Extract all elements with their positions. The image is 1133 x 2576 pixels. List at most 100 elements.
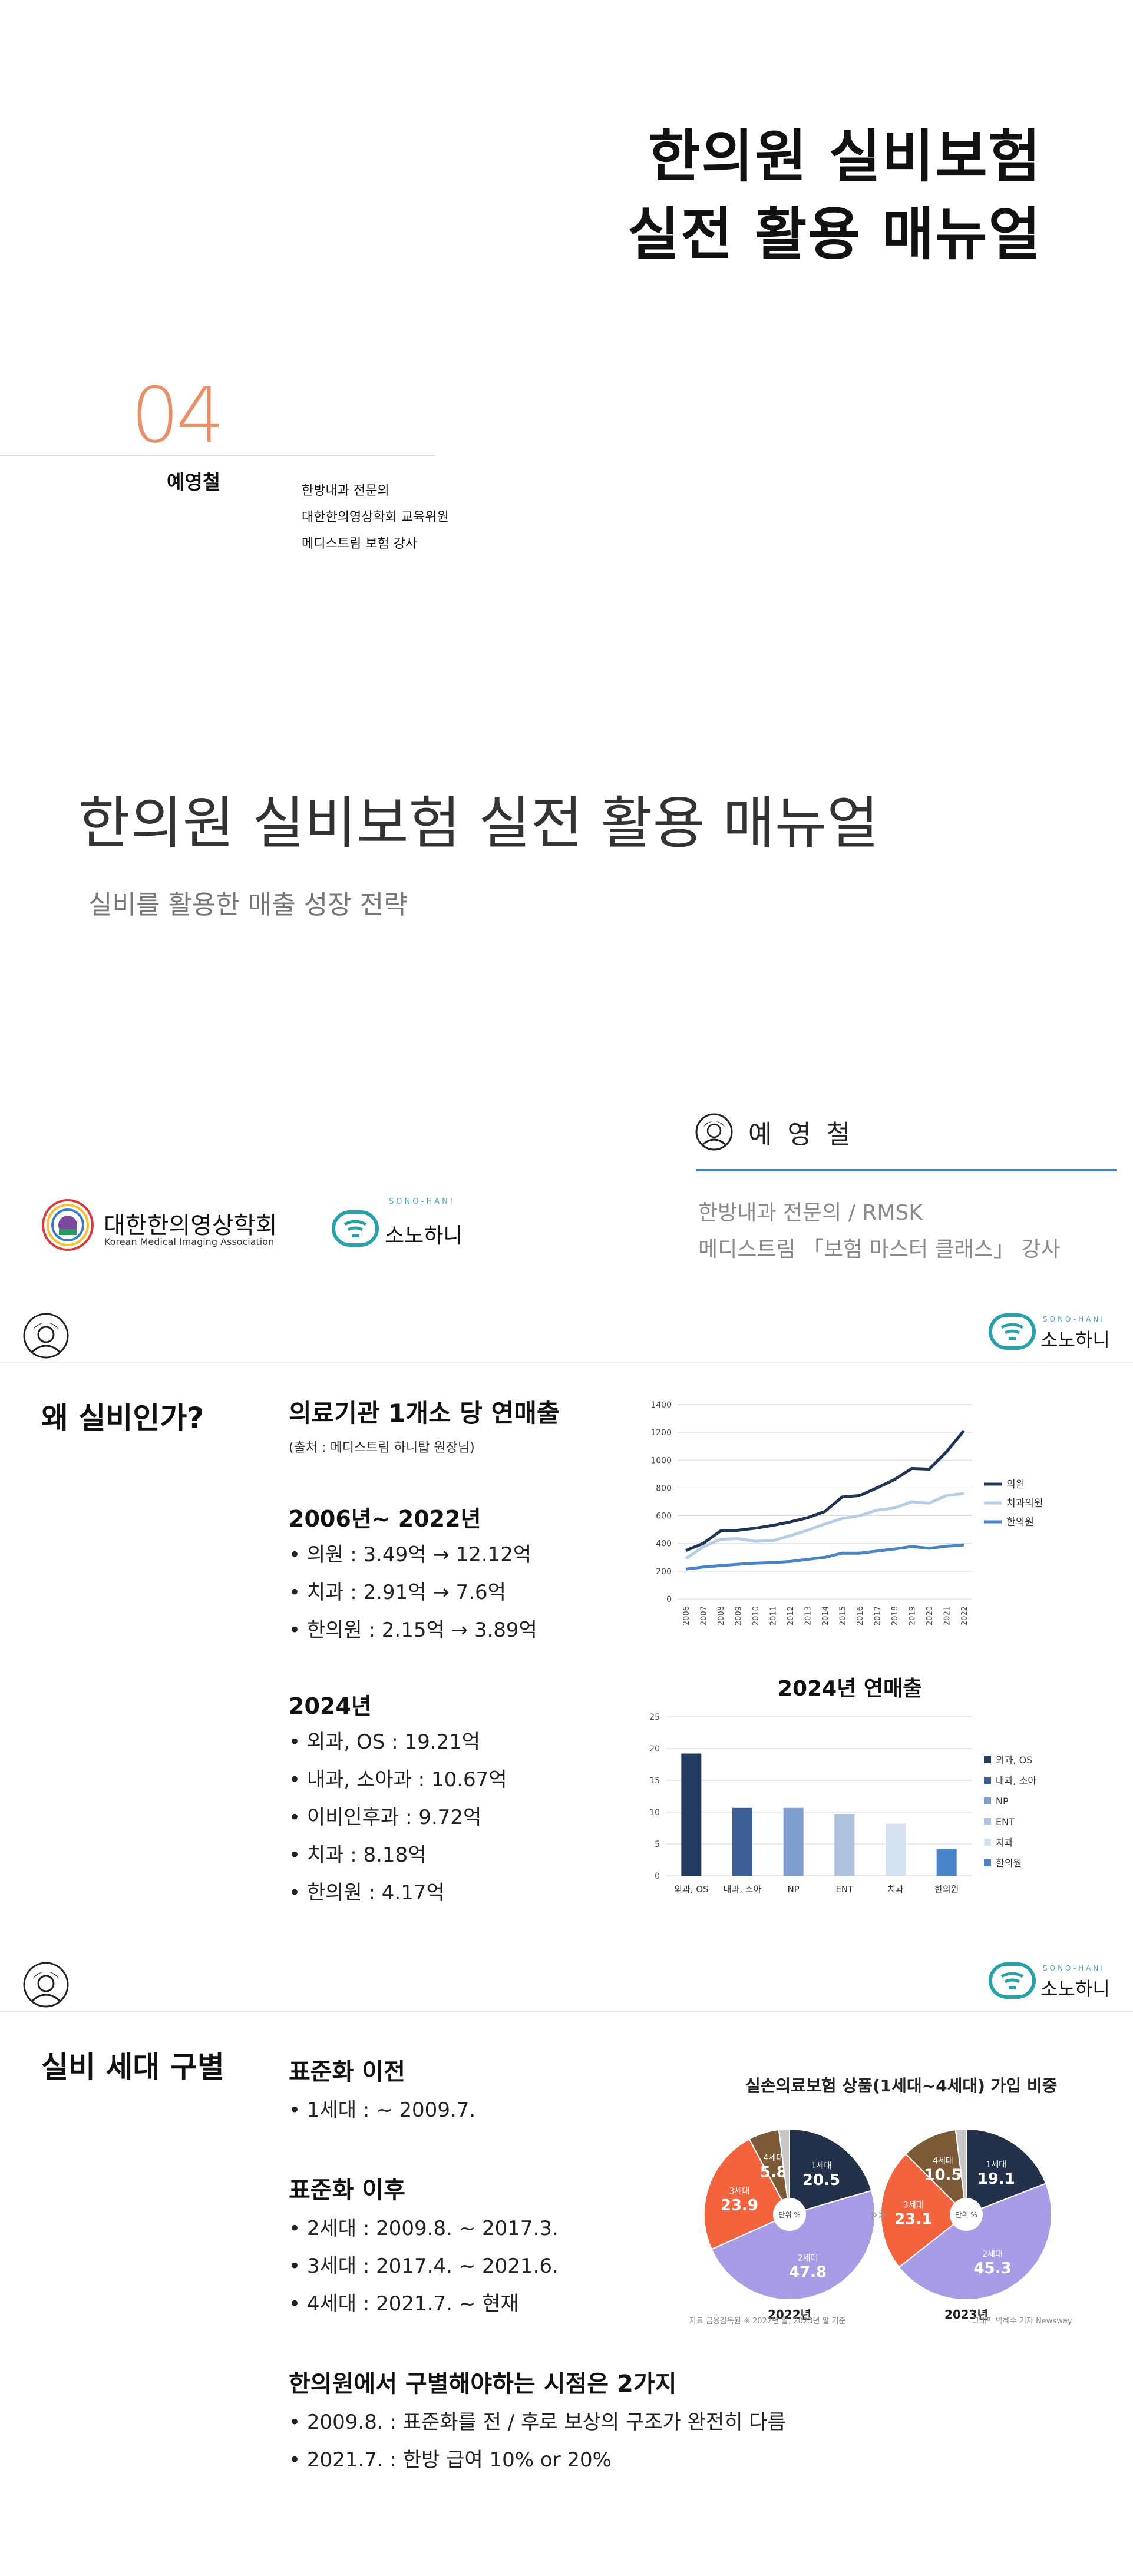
pie-slice-value: 5.8 (760, 2163, 787, 2181)
header-brand-subtext: SONO-HANI (1043, 1964, 1105, 1972)
x-tick-label: 2017 (874, 1606, 883, 1625)
x-tick-label: 2009 (735, 1606, 744, 1625)
pie-center (950, 2198, 983, 2231)
pie-slice-value: 19.1 (977, 2170, 1015, 2188)
legend-swatch (984, 1777, 991, 1784)
pie-slice-label: 1세대 (986, 2160, 1006, 2170)
slide1-period1-item: • 치과 : 2.91억 → 7.6억 (289, 1581, 506, 1604)
x-tick-label: 외과, OS (674, 1884, 708, 1895)
x-tick-label: 치과 (887, 1884, 904, 1895)
pie-slice-label: 4세대 (763, 2153, 784, 2163)
slide2-section-title: 실비 세대 구별 (41, 2050, 224, 2084)
slide2-post-item: • 3세대 : 2017.4. ~ 2021.6. (289, 2254, 559, 2278)
pie-slice-label: 3세대 (729, 2187, 750, 2196)
slide2-heading-pre: 표준화 이전 (289, 2058, 405, 2085)
y-tick-label: 800 (656, 1484, 672, 1493)
pie-source-note: 자료 금융감독원 ※ 2022년 말, 2023년 말 기준 (689, 2317, 846, 2326)
pie-slice (703, 2138, 791, 2250)
kmia-logo-icon (42, 1199, 94, 1251)
y-tick-label: 400 (656, 1539, 672, 1549)
kmia-logo-text: 대한한의영상학회 (104, 1212, 278, 1239)
x-tick-label: 2018 (891, 1606, 900, 1625)
intro-credential-1: 한방내과 전문의 / RMSK (698, 1201, 923, 1225)
divider-line (0, 455, 435, 456)
header-brand-icon (989, 1313, 1036, 1350)
pie-slice (898, 2183, 1052, 2300)
bar (783, 1807, 804, 1876)
legend-swatch (984, 1797, 991, 1804)
intro-credential-2: 메디스트림 「보험 마스터 클래스」 강사 (698, 1237, 1061, 1261)
slide2-heading-key: 한의원에서 구별해야하는 시점은 2가지 (289, 2370, 677, 2398)
legend-label: 치과의원 (1006, 1498, 1043, 1509)
revenue-line-chart: 0 200 400 600 800 1000 1200 1400 2006 2007 2008 200… (650, 1400, 1043, 1625)
slide1-period1-item: • 한의원 : 2.15억 → 3.89억 (289, 1618, 537, 1642)
cover-title-line1: 한의원 실비보험 (648, 124, 1042, 190)
legend-label: NP (996, 1796, 1009, 1807)
pie-slice (966, 2128, 1047, 2216)
series-line-2 (685, 1543, 964, 1571)
y-tick-label: 600 (656, 1512, 672, 1521)
slide2-post-item: • 2세대 : 2009.8. ~ 2017.3. (289, 2217, 559, 2240)
pie-slice-value: 23.9 (721, 2197, 758, 2214)
y-tick-label: 1000 (650, 1456, 672, 1465)
header-brand-text: 소노하니 (1040, 1329, 1110, 1351)
series-line-0 (685, 1429, 965, 1552)
pie-slice-label: 4세대 (933, 2156, 953, 2166)
slide1-period2-item: • 내과, 소아과 : 10.67억 (289, 1768, 507, 1792)
x-tick-label: 2012 (787, 1606, 795, 1625)
legend-label: 의원 (1006, 1479, 1025, 1491)
x-tick-label: 2015 (839, 1606, 848, 1625)
pie-slice-value: 47.8 (789, 2263, 827, 2281)
speaker-underline (696, 1169, 1117, 1171)
credential-1: 한방내과 전문의 (302, 484, 389, 498)
x-tick-label: 2019 (909, 1606, 917, 1625)
pie-slice-label: 1세대 (811, 2161, 832, 2171)
legend-label: ENT (996, 1816, 1015, 1827)
y-tick-label: 25 (649, 1713, 660, 1722)
pie-slice (789, 2128, 873, 2216)
x-tick-label: 2022 (960, 1606, 969, 1625)
y-tick-label: 1400 (650, 1400, 672, 1410)
bar (732, 1807, 752, 1876)
pie-center (773, 2198, 806, 2231)
header-avatar-icon (23, 1313, 69, 1359)
bar (834, 1814, 855, 1876)
legend-swatch (984, 1756, 991, 1763)
pie-slice-value: 23.1 (894, 2211, 932, 2229)
x-tick-label: 2007 (700, 1606, 709, 1625)
slide2-key-item: • 2009.8. : 표준화를 전 / 후로 보상의 구조가 완전히 다름 (289, 2411, 786, 2434)
intro-subtitle: 실비를 활용한 매출 성장 전략 (88, 890, 408, 920)
header-brand-icon (989, 1962, 1036, 1999)
legend-swatch (984, 1859, 991, 1866)
series-line-1 (685, 1492, 964, 1560)
kmia-logo-subtext: Korean Medical Imaging Association (104, 1236, 275, 1247)
pie-slice-value: 10.5 (924, 2166, 962, 2184)
y-tick-label: 1200 (650, 1428, 672, 1438)
header-brand-subtext: SONO-HANI (1043, 1315, 1105, 1323)
slide1-period2-heading: 2024년 (289, 1693, 372, 1719)
x-tick-label: 한의원 (934, 1884, 959, 1895)
pie-year-label: 2022년 (768, 2307, 811, 2322)
pie-slice-label: 2세대 (798, 2253, 818, 2263)
slide1-source: (출처 : 메디스트림 하니탑 원장님) (289, 1441, 475, 1455)
x-tick-label: ENT (835, 1884, 854, 1895)
x-tick-label: 2021 (943, 1606, 952, 1625)
pie-slice-label: 3세대 (903, 2201, 924, 2210)
y-tick-label: 15 (649, 1776, 660, 1786)
slide2-pre-item: • 1세대 : ~ 2009.7. (289, 2098, 476, 2122)
pie-slice (778, 2128, 790, 2215)
slide1-period2-item: • 치과 : 8.18억 (289, 1843, 427, 1867)
x-tick-label: 2020 (926, 1606, 934, 1625)
header-divider (0, 2011, 1133, 2012)
slide1-period2-item: • 한의원 : 4.17억 (289, 1881, 445, 1905)
sonohani-logo-icon (332, 1210, 379, 1247)
x-tick-label: 내과, 소아 (724, 1884, 762, 1895)
pie-slice-value: 45.3 (973, 2260, 1011, 2277)
pie-slice-label: 2세대 (982, 2250, 1003, 2259)
pie-slice-value: 20.5 (802, 2171, 840, 2189)
y-tick-label: 20 (649, 1744, 660, 1754)
legend-swatch (984, 1818, 991, 1825)
pie-year-label: 2023년 (944, 2307, 988, 2322)
y-tick-label: 0 (655, 1872, 660, 1881)
